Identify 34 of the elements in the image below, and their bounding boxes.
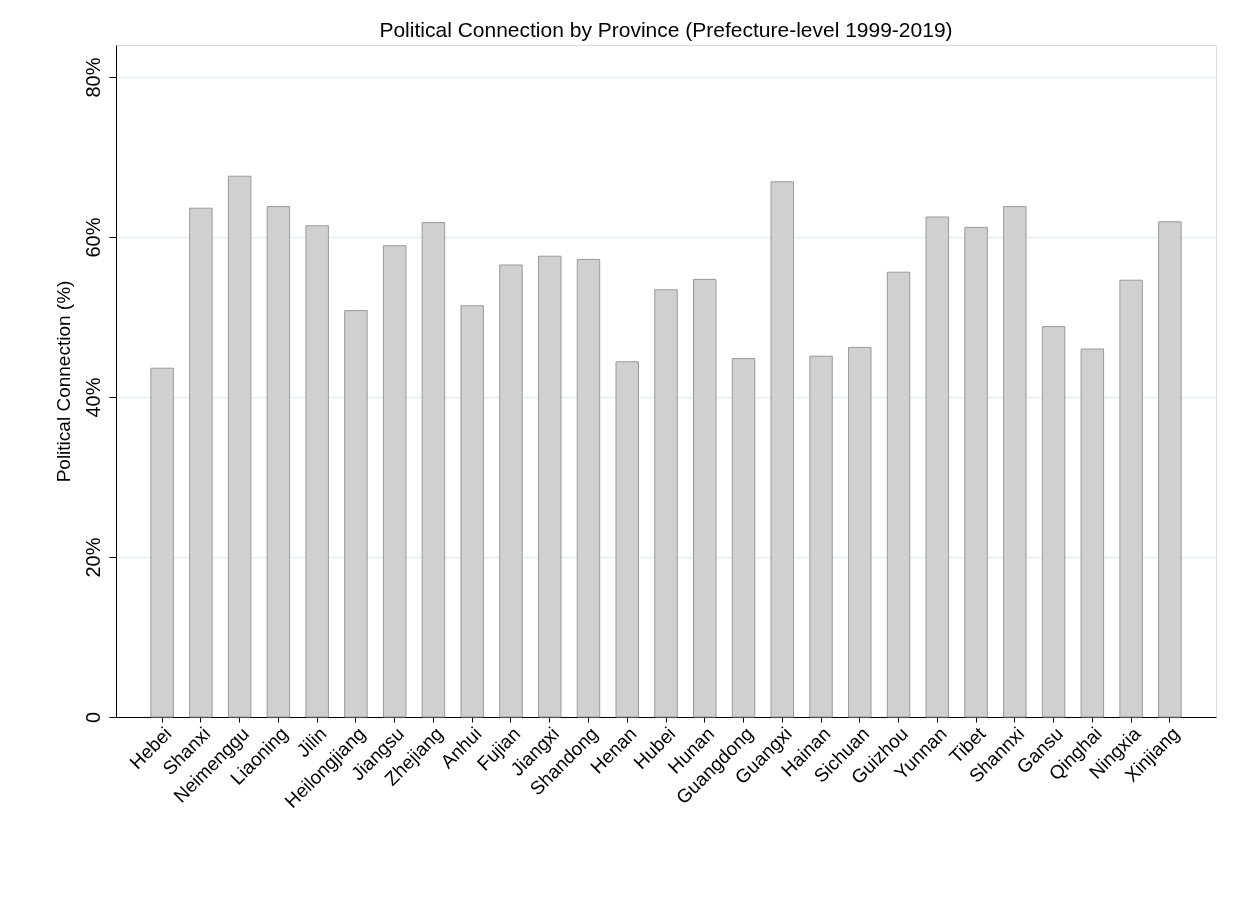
bar bbox=[382, 245, 407, 718]
bar bbox=[848, 346, 872, 718]
bar bbox=[1003, 206, 1027, 718]
bar bbox=[576, 258, 601, 718]
y-axis-title: Political Connection (%) bbox=[52, 280, 74, 483]
bar bbox=[344, 310, 368, 718]
bar bbox=[460, 305, 484, 718]
bar bbox=[227, 175, 252, 718]
bar bbox=[693, 278, 717, 718]
bar bbox=[770, 181, 795, 718]
bar bbox=[1119, 279, 1143, 718]
bar bbox=[305, 225, 329, 718]
bar bbox=[537, 255, 562, 718]
bar bbox=[615, 361, 639, 718]
y-tick-label: 80% bbox=[81, 57, 104, 98]
bar bbox=[266, 206, 291, 718]
y-tick-label: 0 bbox=[81, 711, 104, 724]
bar bbox=[964, 226, 988, 718]
bar bbox=[1080, 348, 1105, 718]
bar bbox=[809, 355, 833, 718]
y-tick-label: 40% bbox=[81, 377, 104, 418]
bar bbox=[150, 367, 174, 718]
bar bbox=[925, 216, 950, 718]
bar bbox=[499, 264, 523, 718]
bar bbox=[886, 271, 911, 718]
bar bbox=[654, 289, 678, 718]
bar bbox=[731, 358, 756, 718]
bar bbox=[421, 222, 446, 718]
bar bbox=[1041, 326, 1066, 718]
y-tick-label: 60% bbox=[81, 217, 104, 258]
bar bbox=[1158, 221, 1182, 718]
bar bbox=[189, 207, 213, 718]
y-tick-label: 20% bbox=[81, 537, 104, 578]
chart-title: Political Connection by Province (Prefecture-level 1999-2019) bbox=[379, 18, 953, 41]
